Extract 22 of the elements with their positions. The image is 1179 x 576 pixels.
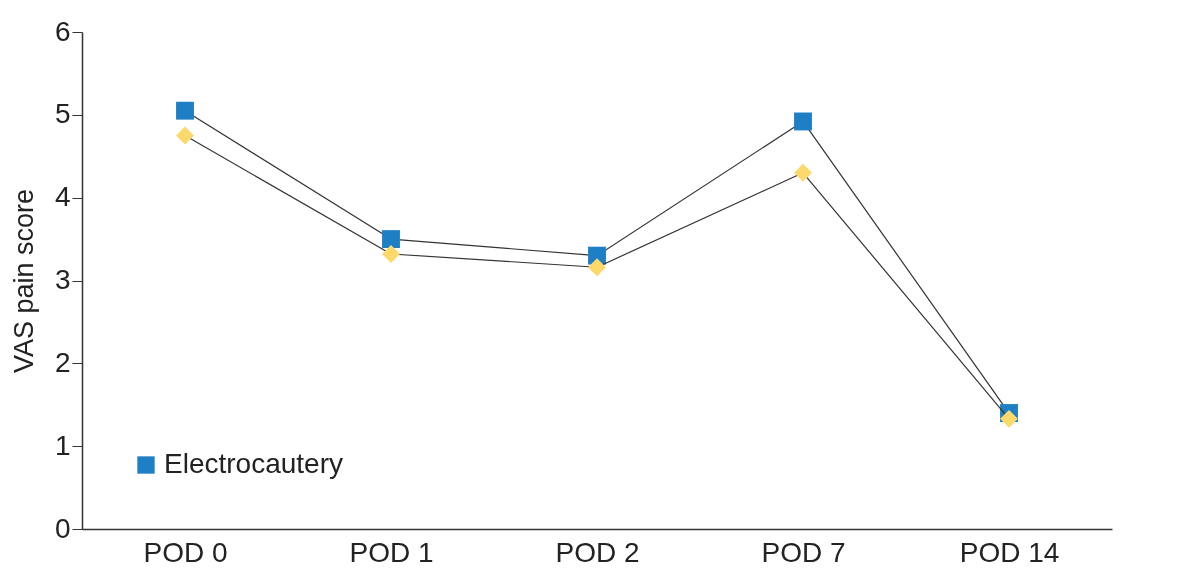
y-tick-label: 6 (54, 15, 71, 47)
point (176, 101, 194, 120)
y-tick-label: 4 (54, 181, 71, 213)
y-tick-label: 1 (54, 429, 71, 461)
point (382, 230, 400, 249)
x-tick-label: POD 2 (555, 536, 640, 568)
point (794, 163, 812, 182)
point (1000, 409, 1018, 428)
legend-label: Electrocautery (164, 448, 343, 479)
y-tick-label: 3 (54, 264, 71, 295)
point (588, 258, 606, 277)
y-axis-title: VAS pain score (8, 188, 39, 374)
y-tick-label: 5 (54, 98, 71, 130)
point (176, 126, 194, 145)
x-tick-label: POD 1 (349, 536, 434, 568)
point (382, 245, 400, 263)
y-tick-label: 0 (54, 512, 71, 544)
y-tick-label: 2 (54, 346, 71, 378)
x-tick-label: POD 0 (143, 536, 228, 568)
x-tick-label: POD 7 (761, 536, 846, 568)
x-tick-label: POD 14 (959, 536, 1060, 568)
point (794, 112, 812, 131)
